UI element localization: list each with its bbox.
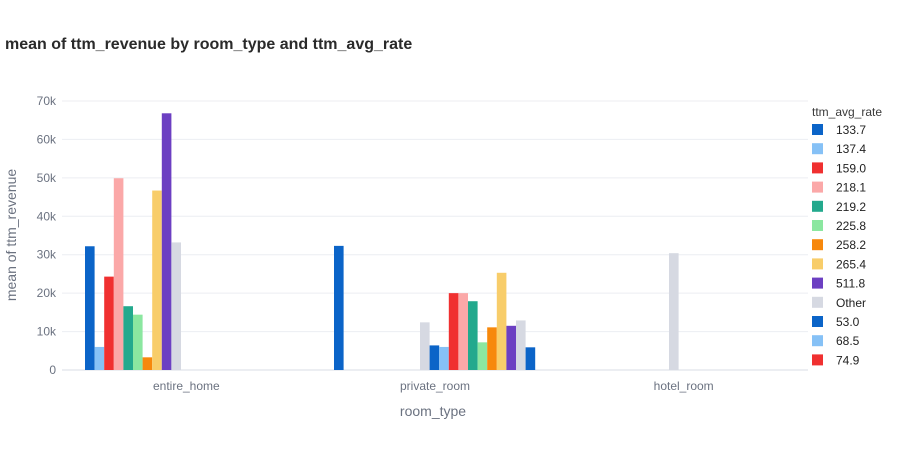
y-tick-label: 20k: [37, 286, 57, 300]
x-tick-label: private_room: [400, 379, 470, 393]
bar: [152, 190, 162, 370]
y-tick-label: 70k: [37, 94, 57, 108]
y-axis-ticks: 0 10k 20k 30k 40k 50k 60k 70k: [37, 94, 57, 377]
bar: [420, 322, 430, 370]
y-axis-title: mean of ttm_revenue: [3, 169, 19, 302]
bar: [104, 276, 114, 370]
chart-title: mean of ttm_revenue by room_type and ttm…: [5, 36, 413, 53]
legend-swatch[interactable]: [812, 277, 823, 289]
bar: [496, 272, 507, 370]
legend-swatch[interactable]: [812, 124, 823, 135]
bar: [525, 347, 536, 370]
legend-label[interactable]: Other: [836, 296, 866, 310]
legend-swatch[interactable]: [812, 181, 823, 193]
bar: [458, 293, 468, 370]
x-tick-label: entire_home: [153, 379, 220, 393]
bar: [468, 301, 478, 370]
bar: [171, 242, 181, 370]
bar: [477, 342, 488, 370]
bar: [429, 345, 440, 370]
legend-label[interactable]: 137.4: [836, 142, 866, 156]
bar: [85, 246, 95, 370]
legend-label[interactable]: 511.8: [836, 277, 865, 291]
bar: [123, 306, 133, 370]
legend-label[interactable]: 53.0: [836, 315, 860, 329]
legend-label[interactable]: 219.2: [836, 200, 866, 214]
legend-label[interactable]: 133.7: [836, 123, 866, 137]
y-tick-label: 10k: [37, 325, 57, 339]
bars: [85, 113, 679, 370]
bar: [669, 253, 679, 370]
y-tick-label: 40k: [37, 209, 57, 223]
y-tick-label: 0: [49, 363, 56, 377]
bar: [506, 325, 516, 370]
bar: [487, 327, 497, 370]
y-tick-label: 30k: [37, 248, 57, 262]
legend-label[interactable]: 159.0: [836, 161, 866, 175]
legend-swatch[interactable]: [812, 143, 823, 155]
bar: [133, 314, 143, 370]
y-tick-label: 60k: [37, 132, 57, 146]
x-tick-label: hotel_room: [654, 379, 714, 393]
legend-swatch[interactable]: [812, 239, 823, 251]
legend-swatch[interactable]: [812, 335, 823, 347]
bar: [439, 346, 449, 370]
bar: [334, 245, 344, 370]
legend-label[interactable]: 258.2: [836, 238, 866, 252]
bar: [516, 320, 526, 370]
legend: ttm_avg_rate 133.7 137.4 159.0 218.1 219.2 22…: [812, 105, 882, 367]
bar: [448, 293, 459, 370]
legend-swatch[interactable]: [812, 296, 823, 308]
legend-swatch[interactable]: [812, 162, 823, 174]
legend-label[interactable]: 74.9: [836, 353, 860, 367]
bar: [161, 113, 172, 370]
legend-swatch[interactable]: [812, 354, 823, 366]
x-axis-title: room_type: [400, 403, 466, 419]
legend-swatch[interactable]: [812, 316, 823, 327]
legend-label[interactable]: 218.1: [836, 181, 866, 195]
bar: [142, 357, 153, 370]
legend-label[interactable]: 225.8: [836, 219, 866, 233]
legend-label[interactable]: 68.5: [836, 334, 860, 348]
x-axis-ticks: entire_home private_room hotel_room: [153, 379, 714, 393]
bar: [94, 346, 105, 370]
bar: [113, 178, 124, 370]
legend-swatch[interactable]: [812, 200, 823, 212]
y-tick-label: 50k: [37, 171, 57, 185]
legend-swatch[interactable]: [812, 220, 823, 231]
legend-label[interactable]: 265.4: [836, 257, 866, 271]
legend-title: ttm_avg_rate: [812, 105, 882, 119]
legend-swatch[interactable]: [812, 258, 823, 270]
